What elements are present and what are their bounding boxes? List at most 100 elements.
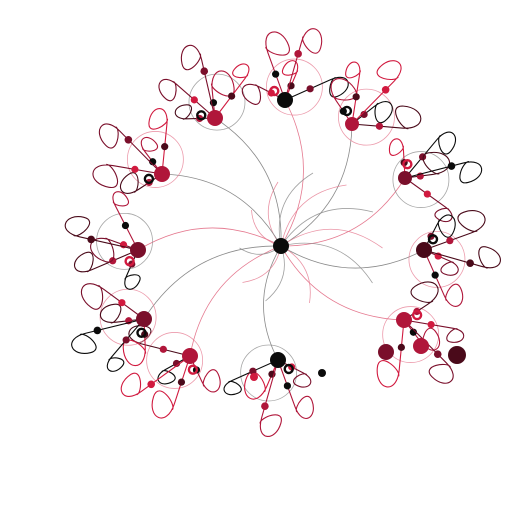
cluster-5-outer-leaf <box>466 259 474 267</box>
cluster-11-outer-tendril <box>98 123 163 175</box>
cluster-10-leaf-4 <box>121 221 130 230</box>
hub-sublink-5 <box>280 228 383 249</box>
cluster-ring-7 <box>240 344 298 402</box>
center-node <box>273 238 289 254</box>
cluster-4-outer-leaf <box>447 162 456 170</box>
cluster-11-leaf-4 <box>161 143 169 151</box>
cluster-ring-2 <box>265 58 323 116</box>
cluster-6-knot <box>411 309 423 321</box>
cluster-7-outer-tendril <box>259 359 282 437</box>
cluster-2-outer-tendril <box>284 28 323 101</box>
cluster-9-leaf-2 <box>122 336 130 344</box>
hub-sublink-3 <box>280 184 347 247</box>
cluster-11-knot <box>143 173 155 185</box>
cluster-4-tendril-2 <box>404 131 457 179</box>
cluster-7-tendril-2 <box>277 359 314 419</box>
cluster-3-outer-leaf <box>381 85 390 94</box>
cluster-hub-c11 <box>154 166 170 182</box>
cluster-hub-c2 <box>277 92 293 108</box>
cluster-5-tendril-2 <box>423 210 486 251</box>
cluster-hub-c4 <box>398 171 412 185</box>
cluster-1-tendril-2 <box>158 78 216 119</box>
cluster-1-knot <box>196 110 207 121</box>
cluster-2-leaf-2 <box>272 70 280 78</box>
cluster-8-outer-tendril <box>120 355 191 397</box>
cluster-3-leaf-3 <box>360 110 368 119</box>
cluster-7-outer-leaf <box>261 402 269 410</box>
cluster-2-outer-leaf <box>294 50 302 58</box>
cluster-9-outer-leaf <box>93 326 102 335</box>
cluster-ring-11 <box>126 131 184 188</box>
cluster-6-leaf-3 <box>409 328 417 336</box>
hub-sublink-2 <box>278 172 314 247</box>
extra-node-3 <box>448 346 466 364</box>
cluster-6-outer-leaf <box>433 350 442 358</box>
cluster-3-outer-tendril <box>351 60 402 125</box>
cluster-11-tendril-2 <box>92 163 163 188</box>
cluster-ring-10 <box>96 212 153 270</box>
cluster-7-knot <box>283 363 294 375</box>
hub-link-4 <box>280 177 406 247</box>
cluster-9-outer-tendril <box>71 318 145 354</box>
cluster-8-outer-leaf <box>147 380 156 389</box>
cluster-3-leaf-2 <box>352 93 360 101</box>
cluster-6-tendril-4 <box>376 319 405 388</box>
cluster-hub-c9 <box>136 311 152 327</box>
cluster-hub-c3 <box>345 117 359 131</box>
cluster-5-outer-tendril <box>423 246 501 269</box>
cluster-1-leaf-2 <box>190 96 198 104</box>
cluster-3-leaf-4 <box>375 122 384 130</box>
extra-node-5 <box>250 373 258 381</box>
cluster-7-tendril-4 <box>223 359 279 396</box>
cluster-2-leaf-4 <box>306 85 314 93</box>
cluster-hub-c5 <box>416 242 432 258</box>
cluster-6-leaf-2 <box>427 320 435 329</box>
hub-link-7 <box>263 245 282 361</box>
hub-link-6 <box>280 245 405 321</box>
cluster-5-tendril-4 <box>423 249 464 307</box>
cluster-1-outer-leaf <box>200 67 209 76</box>
cluster-9-leaf-4 <box>118 299 126 307</box>
cluster-7-leaf-2 <box>283 382 291 390</box>
extra-node-1 <box>378 344 394 360</box>
cluster-9-tendril-4 <box>80 283 145 320</box>
cluster-9-tendril-2 <box>106 318 145 372</box>
cluster-10-outer-leaf <box>87 235 95 244</box>
cluster-6-outer-tendril <box>403 319 454 384</box>
hub-link-5 <box>280 245 425 269</box>
hub-link-9 <box>143 245 282 320</box>
cluster-10-tendril-2 <box>74 249 139 273</box>
cluster-11-tendril-4 <box>148 108 168 175</box>
cluster-4-leaf-4 <box>423 190 431 198</box>
cluster-10-tendril-4 <box>112 191 139 251</box>
cluster-1-leaf-4 <box>228 92 236 100</box>
cluster-8-knot <box>187 364 199 375</box>
cluster-8-tendril-2 <box>151 355 191 419</box>
cluster-5-leaf-2 <box>446 237 454 245</box>
cluster-2-tendril-2 <box>265 31 290 101</box>
hub-link-2 <box>280 99 304 247</box>
cluster-4-tendril-4 <box>404 177 453 223</box>
cluster-10-leaf-2 <box>109 257 117 265</box>
cluster-11-leaf-3 <box>149 158 157 166</box>
cluster-8-leaf-4 <box>159 345 167 353</box>
cluster-4-knot <box>402 158 413 170</box>
hub-link-10 <box>137 227 282 251</box>
hub-link-11 <box>161 173 282 247</box>
cluster-hub-c10 <box>130 242 146 258</box>
hub-sublink-6 <box>280 242 373 284</box>
cluster-ring-8 <box>146 332 204 389</box>
extra-node-4 <box>318 369 326 377</box>
hub-link-1 <box>214 117 282 247</box>
cluster-1-tendril-4 <box>214 63 250 119</box>
cluster-8-leaf-3 <box>172 359 181 368</box>
cluster-7-leaf-4 <box>249 367 257 375</box>
cluster-hub-c6 <box>396 312 412 328</box>
cluster-ring-4 <box>392 151 450 208</box>
cluster-3-knot <box>341 105 353 117</box>
cluster-3-tendril-2 <box>345 61 361 125</box>
cluster-ring-1 <box>188 73 246 131</box>
hub-sublink-7 <box>280 245 311 304</box>
